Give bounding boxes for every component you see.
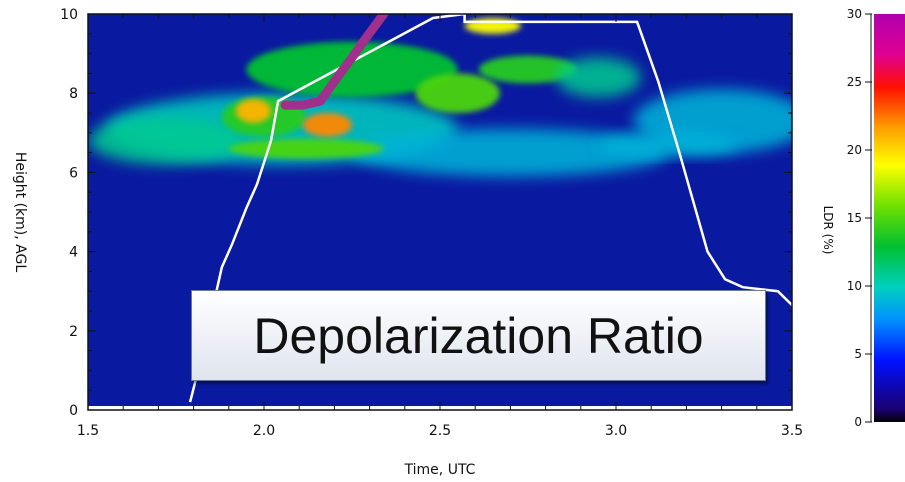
x-tick-label: 2.5 bbox=[429, 423, 451, 439]
y-tick-label: 0 bbox=[69, 403, 78, 419]
ldr-region bbox=[235, 99, 272, 123]
x-tick-label: 1.5 bbox=[77, 423, 99, 439]
colorbar-tick-label: 30 bbox=[847, 7, 862, 21]
y-tick-label: 8 bbox=[69, 86, 78, 102]
x-axis-title: Time, UTC bbox=[404, 462, 476, 478]
ldr-region bbox=[556, 57, 641, 98]
ldr-region bbox=[464, 17, 521, 34]
ldr-region bbox=[228, 138, 384, 159]
annotation-box: Depolarization Ratio bbox=[191, 290, 766, 381]
y-tick-label: 4 bbox=[69, 245, 78, 261]
x-tick-label: 2.0 bbox=[253, 423, 275, 439]
colorbar-tick-label: 10 bbox=[847, 279, 862, 293]
y-tick-label: 10 bbox=[60, 7, 78, 23]
ldr-region bbox=[246, 41, 458, 98]
y-axis-ticks: 0 2 4 6 8 10 bbox=[60, 7, 792, 419]
y-axis-title: Height (km), AGL bbox=[12, 152, 28, 272]
colorbar-tick-label: 0 bbox=[854, 415, 862, 429]
colorbar-tick-label: 20 bbox=[847, 143, 862, 157]
x-tick-label: 3.0 bbox=[605, 423, 627, 439]
colorbar-tick-label: 25 bbox=[847, 75, 862, 89]
aircraft-altitude-line bbox=[188, 14, 792, 403]
ldr-region bbox=[415, 73, 500, 113]
ldr-region bbox=[302, 113, 352, 137]
y-tick-label: 2 bbox=[69, 324, 78, 340]
y-tick-label: 6 bbox=[69, 165, 78, 181]
ldr-region bbox=[88, 116, 243, 165]
magenta-track bbox=[280, 14, 389, 110]
ldr-region bbox=[598, 132, 740, 157]
ldr-region bbox=[478, 55, 578, 84]
colorbar-tick-label: 5 bbox=[854, 347, 862, 361]
x-axis-ticks: 1.5 2.0 2.5 3.0 3.5 bbox=[77, 14, 803, 439]
colorbar-ticks: 0 5 10 15 20 25 30 bbox=[847, 7, 872, 429]
annotation-text: Depolarization Ratio bbox=[253, 307, 704, 364]
colorbar bbox=[874, 14, 905, 422]
x-tick-label: 3.5 bbox=[781, 423, 803, 439]
ldr-region bbox=[352, 128, 669, 177]
colorbar-title: LDR (%) bbox=[821, 206, 835, 255]
colorbar-tick-label: 15 bbox=[847, 211, 862, 225]
